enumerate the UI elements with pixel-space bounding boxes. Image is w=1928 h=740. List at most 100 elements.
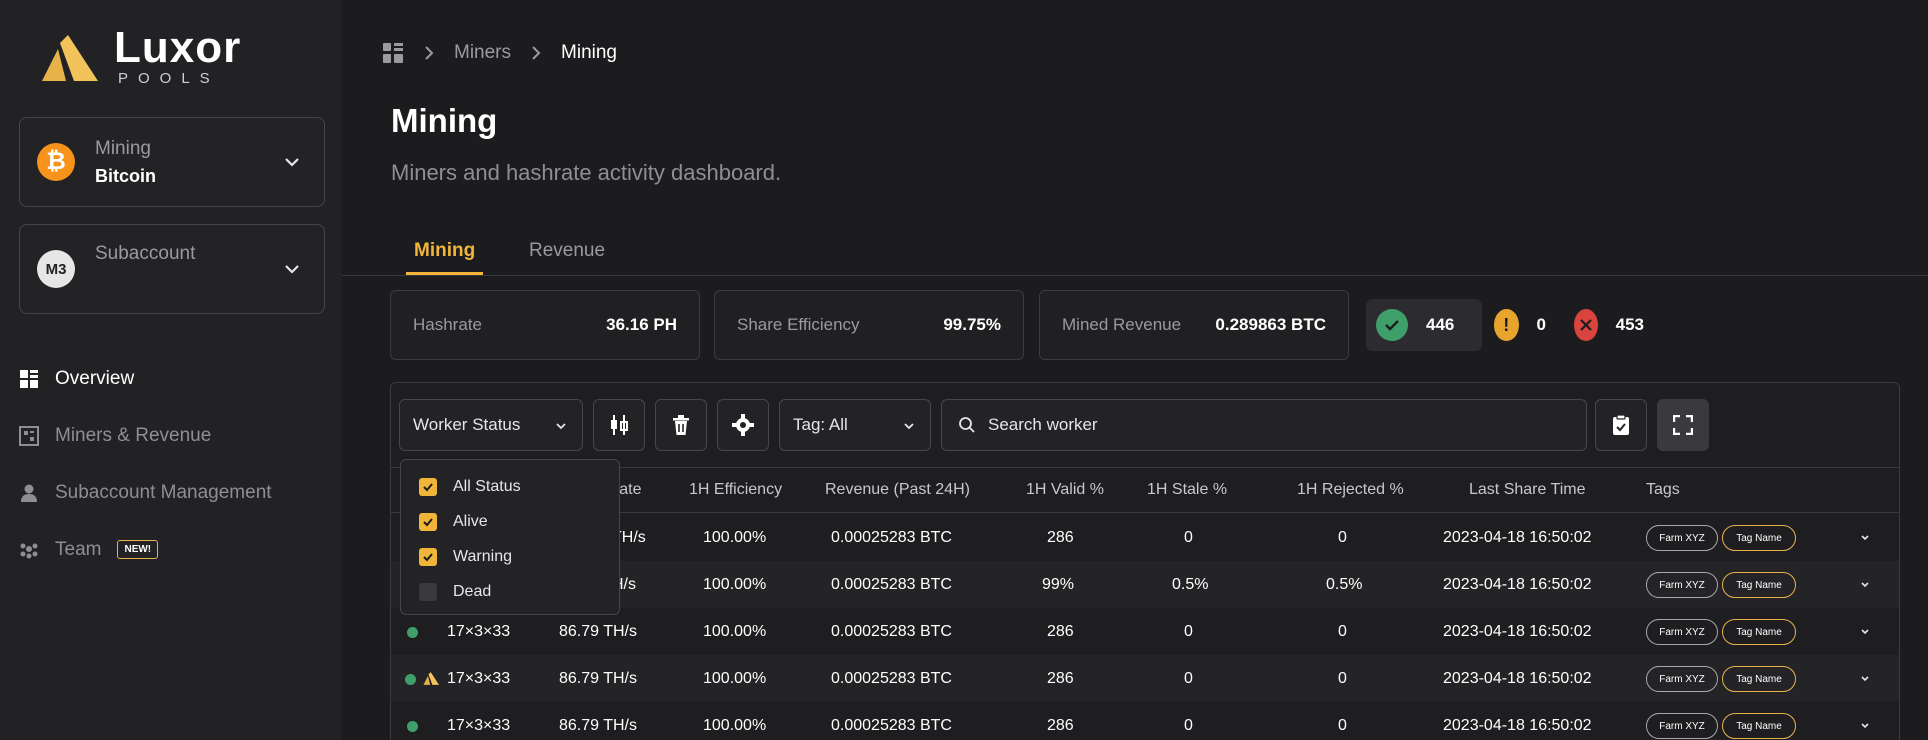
status-option-alive[interactable]: Alive <box>419 513 488 531</box>
breadcrumb-miners[interactable]: Miners <box>454 42 512 63</box>
tag-farm[interactable]: Farm XYZ <box>1646 525 1718 551</box>
checkbox-unchecked-icon[interactable] <box>419 583 437 601</box>
chevron-down-icon[interactable] <box>1859 579 1871 591</box>
new-badge: NEW! <box>117 540 159 559</box>
mining-select[interactable]: ₿ Mining Bitcoin <box>19 117 325 207</box>
sidebar: Luxor POOLS ₿ Mining Bitcoin M3 Subaccou… <box>0 0 342 740</box>
bitcoin-icon: ₿ <box>37 143 75 181</box>
stat-hashrate: Hashrate 36.16 PH <box>390 290 700 360</box>
cell-worker[interactable]: 17×3×33 <box>447 623 511 640</box>
stat-mined-revenue: Mined Revenue 0.289863 BTC <box>1039 290 1349 360</box>
tab-mining[interactable]: Mining <box>406 240 484 275</box>
table-row[interactable]: 17×3×33 86.79 TH/s 100.00% 0.00025283 BT… <box>391 608 1899 655</box>
warning-count: 0 <box>1536 315 1546 334</box>
luxor-logo[interactable]: Luxor POOLS <box>38 26 241 87</box>
sidebar-item-team[interactable]: Team NEW! <box>19 521 325 578</box>
dead-count: 453 <box>1615 315 1644 334</box>
candles-button[interactable] <box>593 399 645 451</box>
tag-farm[interactable]: Farm XYZ <box>1646 619 1718 645</box>
dead-count-pill[interactable]: 453 <box>1564 299 1654 351</box>
chevron-down-icon[interactable] <box>1859 626 1871 638</box>
tag-name[interactable]: Tag Name <box>1722 666 1796 692</box>
table-row[interactable]: 17×3×33 86.79 TH/s 100.00% 0.00025283 BT… <box>391 702 1899 740</box>
status-option-label: Dead <box>453 583 492 600</box>
tag-filter-label: Tag: All <box>793 415 848 434</box>
sidebar-item-overview[interactable]: Overview <box>19 350 325 407</box>
qr-icon <box>19 425 39 446</box>
cell-last-share: 2023-04-18 16:50:02 <box>1443 670 1592 687</box>
alive-status-dot <box>407 627 418 638</box>
search-input[interactable]: Search worker <box>941 399 1587 451</box>
status-option-label: Warning <box>453 548 512 565</box>
clipboard-button[interactable] <box>1595 399 1647 451</box>
search-icon <box>959 417 975 433</box>
team-icon <box>20 543 38 558</box>
tab-bar: Mining Revenue <box>342 232 1928 276</box>
dashboard-icon[interactable] <box>382 42 404 64</box>
search-placeholder: Search worker <box>988 415 1098 434</box>
tag-farm[interactable]: Farm XYZ <box>1646 713 1718 739</box>
checkbox-checked-icon[interactable] <box>419 478 437 496</box>
cell-worker[interactable]: 17×3×33 <box>447 717 511 734</box>
cell-valid: 286 <box>1047 623 1074 640</box>
tag-farm[interactable]: Farm XYZ <box>1646 666 1718 692</box>
sidebar-item-miners-revenue[interactable]: Miners & Revenue <box>19 407 325 464</box>
cell-valid: 99% <box>1042 576 1075 593</box>
stat-label: Hashrate <box>413 315 482 334</box>
cell-revenue: 0.00025283 BTC <box>831 529 952 546</box>
subaccount-select-label: Subaccount <box>95 243 196 264</box>
chevron-down-icon[interactable] <box>1859 673 1871 685</box>
chevron-down-icon[interactable] <box>1859 720 1871 732</box>
fullscreen-button[interactable] <box>1657 399 1709 451</box>
cell-last-share: 2023-04-18 16:50:02 <box>1443 529 1592 546</box>
stat-value: 36.16 PH <box>606 315 677 334</box>
cell-revenue: 0.00025283 BTC <box>831 670 952 687</box>
sidebar-item-label: Overview <box>55 367 135 389</box>
tag-name[interactable]: Tag Name <box>1722 572 1796 598</box>
subaccount-select[interactable]: M3 Subaccount <box>19 224 325 314</box>
tag-farm[interactable]: Farm XYZ <box>1646 572 1718 598</box>
cell-last-share: 2023-04-18 16:50:02 <box>1443 717 1592 734</box>
cell-rejected: 0 <box>1338 717 1347 734</box>
status-option-label: Alive <box>453 513 488 530</box>
col-rejected[interactable]: 1H Rejected % <box>1297 481 1404 498</box>
cell-hashrate: 86.79 TH/s <box>559 670 637 687</box>
chevron-down-icon[interactable] <box>1859 532 1871 544</box>
sidebar-item-subaccount-management[interactable]: Subaccount Management <box>19 464 325 521</box>
col-tags: Tags <box>1646 481 1680 498</box>
cell-rejected: 0 <box>1338 670 1347 687</box>
chevron-down-icon <box>556 423 566 430</box>
chevron-right-icon <box>425 46 434 60</box>
tag-filter-dropdown[interactable]: Tag: All <box>779 399 931 451</box>
alive-count-pill[interactable]: 446 <box>1366 299 1482 351</box>
status-option-dead[interactable]: Dead <box>419 583 491 601</box>
table-row[interactable]: 17×3×33 86.79 TH/s 100.00% 0.00025283 BT… <box>391 655 1899 702</box>
checkbox-checked-icon[interactable] <box>419 548 437 566</box>
candlestick-icon <box>611 415 628 435</box>
delete-button[interactable] <box>655 399 707 451</box>
tag-name[interactable]: Tag Name <box>1722 619 1796 645</box>
status-option-warning[interactable]: Warning <box>419 548 512 566</box>
tag-name[interactable]: Tag Name <box>1722 525 1796 551</box>
warning-count-pill[interactable]: ! 0 <box>1484 299 1556 351</box>
tag-name[interactable]: Tag Name <box>1722 713 1796 739</box>
cell-hashrate: 86.79 TH/s <box>559 717 637 734</box>
fullscreen-icon <box>1673 415 1693 435</box>
col-revenue[interactable]: Revenue (Past 24H) <box>825 481 970 498</box>
table-row[interactable]: TH/s 100.00% 0.00025283 BTC 286 0 0 2023… <box>391 514 1899 561</box>
col-last-share[interactable]: Last Share Time <box>1469 481 1586 498</box>
worker-status-dropdown[interactable]: Worker Status <box>399 399 583 451</box>
checkbox-checked-icon[interactable] <box>419 513 437 531</box>
cell-worker[interactable]: 17×3×33 <box>447 670 511 687</box>
luxor-logo-icon <box>423 672 440 685</box>
col-valid[interactable]: 1H Valid % <box>1026 481 1104 498</box>
col-stale[interactable]: 1H Stale % <box>1147 481 1228 498</box>
status-option-all[interactable]: All Status <box>419 478 521 496</box>
alive-count: 446 <box>1426 315 1455 334</box>
cell-valid: 286 <box>1047 717 1074 734</box>
settings-button[interactable] <box>717 399 769 451</box>
clipboard-icon <box>1613 414 1629 435</box>
tab-revenue[interactable]: Revenue <box>529 240 606 261</box>
cell-hashrate: TH/s <box>612 529 646 546</box>
col-efficiency[interactable]: 1H Efficiency <box>689 481 783 498</box>
